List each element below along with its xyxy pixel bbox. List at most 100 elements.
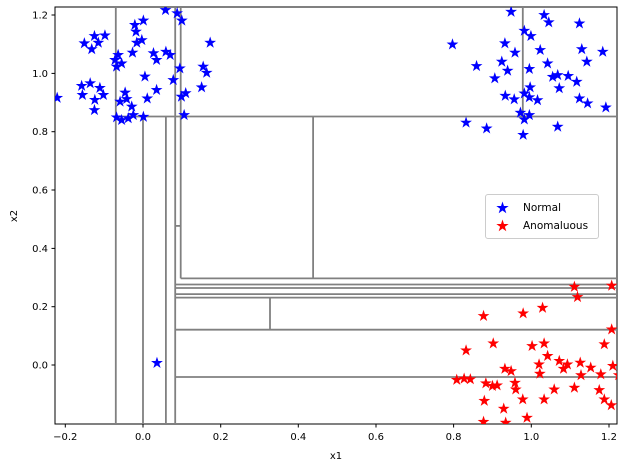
data-point-star — [197, 60, 210, 72]
data-point-star — [562, 69, 575, 82]
data-point-star — [150, 83, 163, 96]
data-point-star — [596, 45, 609, 57]
data-point-star — [573, 17, 586, 29]
normal-star-icon — [496, 201, 509, 214]
x-tick-label: 0.8 — [446, 432, 462, 443]
data-point-star — [99, 29, 111, 41]
data-point-star — [200, 66, 213, 78]
data-point-star — [570, 75, 583, 87]
y-tick-label: 1.0 — [32, 69, 48, 80]
data-point-star — [130, 25, 142, 37]
data-point-star — [128, 18, 141, 30]
data-point-star — [88, 29, 101, 42]
data-point-star — [509, 46, 521, 58]
y-axis-ticks: 0.0 0.2 0.4 0.6 0.8 1.0 1.2 — [32, 11, 55, 372]
data-point-star — [114, 95, 126, 107]
data-point-star — [593, 383, 606, 396]
data-point-star — [553, 354, 566, 366]
y-axis-label: x2 — [9, 210, 20, 222]
data-point-star — [612, 373, 617, 381]
data-point-star — [88, 93, 101, 105]
data-point-star — [518, 24, 531, 36]
data-point-star — [509, 376, 521, 388]
data-point-star — [477, 415, 490, 424]
data-point-star — [139, 70, 151, 82]
data-point-star — [488, 72, 501, 84]
data-point-star — [538, 8, 551, 21]
data-point-star — [533, 367, 546, 379]
x-tick-label: 0.0 — [135, 432, 151, 443]
data-point-star — [523, 62, 536, 75]
y-tick-label: 1.2 — [32, 11, 48, 22]
data-point-star — [499, 362, 511, 374]
data-point-star — [523, 91, 536, 103]
series-normal — [55, 7, 612, 368]
data-point-star — [505, 7, 517, 17]
data-point-star — [160, 45, 172, 57]
data-point-star — [517, 307, 530, 319]
data-point-star — [551, 120, 564, 132]
data-point-star — [536, 301, 549, 313]
data-point-star — [573, 92, 586, 104]
legend: Normal Anomaluous — [485, 194, 600, 239]
legend-item-normal: Normal — [495, 200, 588, 215]
data-point-star — [464, 373, 477, 385]
data-point-star — [450, 373, 463, 385]
data-point-star — [92, 36, 105, 48]
data-point-star — [568, 280, 581, 292]
series-anomaluous — [450, 279, 617, 424]
data-point-star — [499, 416, 512, 424]
data-point-star — [93, 81, 106, 93]
data-point-star — [526, 339, 538, 352]
data-point-star — [78, 37, 91, 49]
data-point-star — [55, 91, 64, 103]
data-point-star — [598, 338, 611, 350]
data-point-star — [126, 46, 139, 58]
data-point-star — [542, 16, 555, 28]
data-point-star — [574, 356, 587, 368]
data-point-star — [164, 48, 177, 61]
data-point-star — [115, 113, 128, 126]
data-point-star — [478, 394, 491, 406]
x-tick-label: 0.6 — [368, 432, 384, 443]
legend-label-anomaluous: Anomaluous — [523, 219, 589, 232]
data-point-star — [499, 37, 511, 49]
data-point-star — [97, 88, 110, 100]
data-point-star — [575, 42, 588, 55]
data-point-star — [534, 43, 547, 56]
data-point-star — [553, 82, 566, 94]
data-point-star — [460, 116, 472, 128]
data-point-star — [561, 358, 574, 370]
data-point-star — [605, 279, 617, 291]
data-point-star — [115, 57, 128, 69]
y-tick-label: 0.2 — [32, 302, 48, 313]
data-point-star — [531, 94, 544, 106]
y-tick-label: 0.4 — [32, 244, 48, 255]
data-point-star — [486, 379, 499, 392]
data-point-star — [85, 42, 98, 55]
data-point-star — [538, 393, 551, 405]
data-point-star — [446, 38, 459, 50]
data-point-star — [594, 368, 607, 380]
data-point-star — [151, 356, 163, 368]
data-point-star — [150, 53, 163, 65]
data-point-star — [135, 33, 148, 46]
x-tick-label: 1.0 — [523, 432, 539, 443]
x-tick-label: −0.2 — [53, 432, 77, 443]
data-point-star — [605, 323, 617, 335]
data-point-star — [173, 62, 186, 74]
legend-label-normal: Normal — [523, 201, 561, 214]
data-point-star — [112, 48, 125, 61]
data-point-star — [605, 399, 617, 411]
data-point-star — [479, 377, 492, 389]
data-point-star — [517, 128, 530, 140]
data-point-star — [130, 36, 143, 48]
data-point-star — [501, 64, 514, 76]
data-point-star — [523, 108, 536, 121]
data-point-star — [541, 349, 554, 361]
data-point-star — [516, 393, 529, 405]
data-point-star — [521, 411, 533, 423]
data-point-star — [477, 309, 490, 322]
data-point-star — [75, 79, 88, 91]
partition-lines — [114, 7, 617, 424]
